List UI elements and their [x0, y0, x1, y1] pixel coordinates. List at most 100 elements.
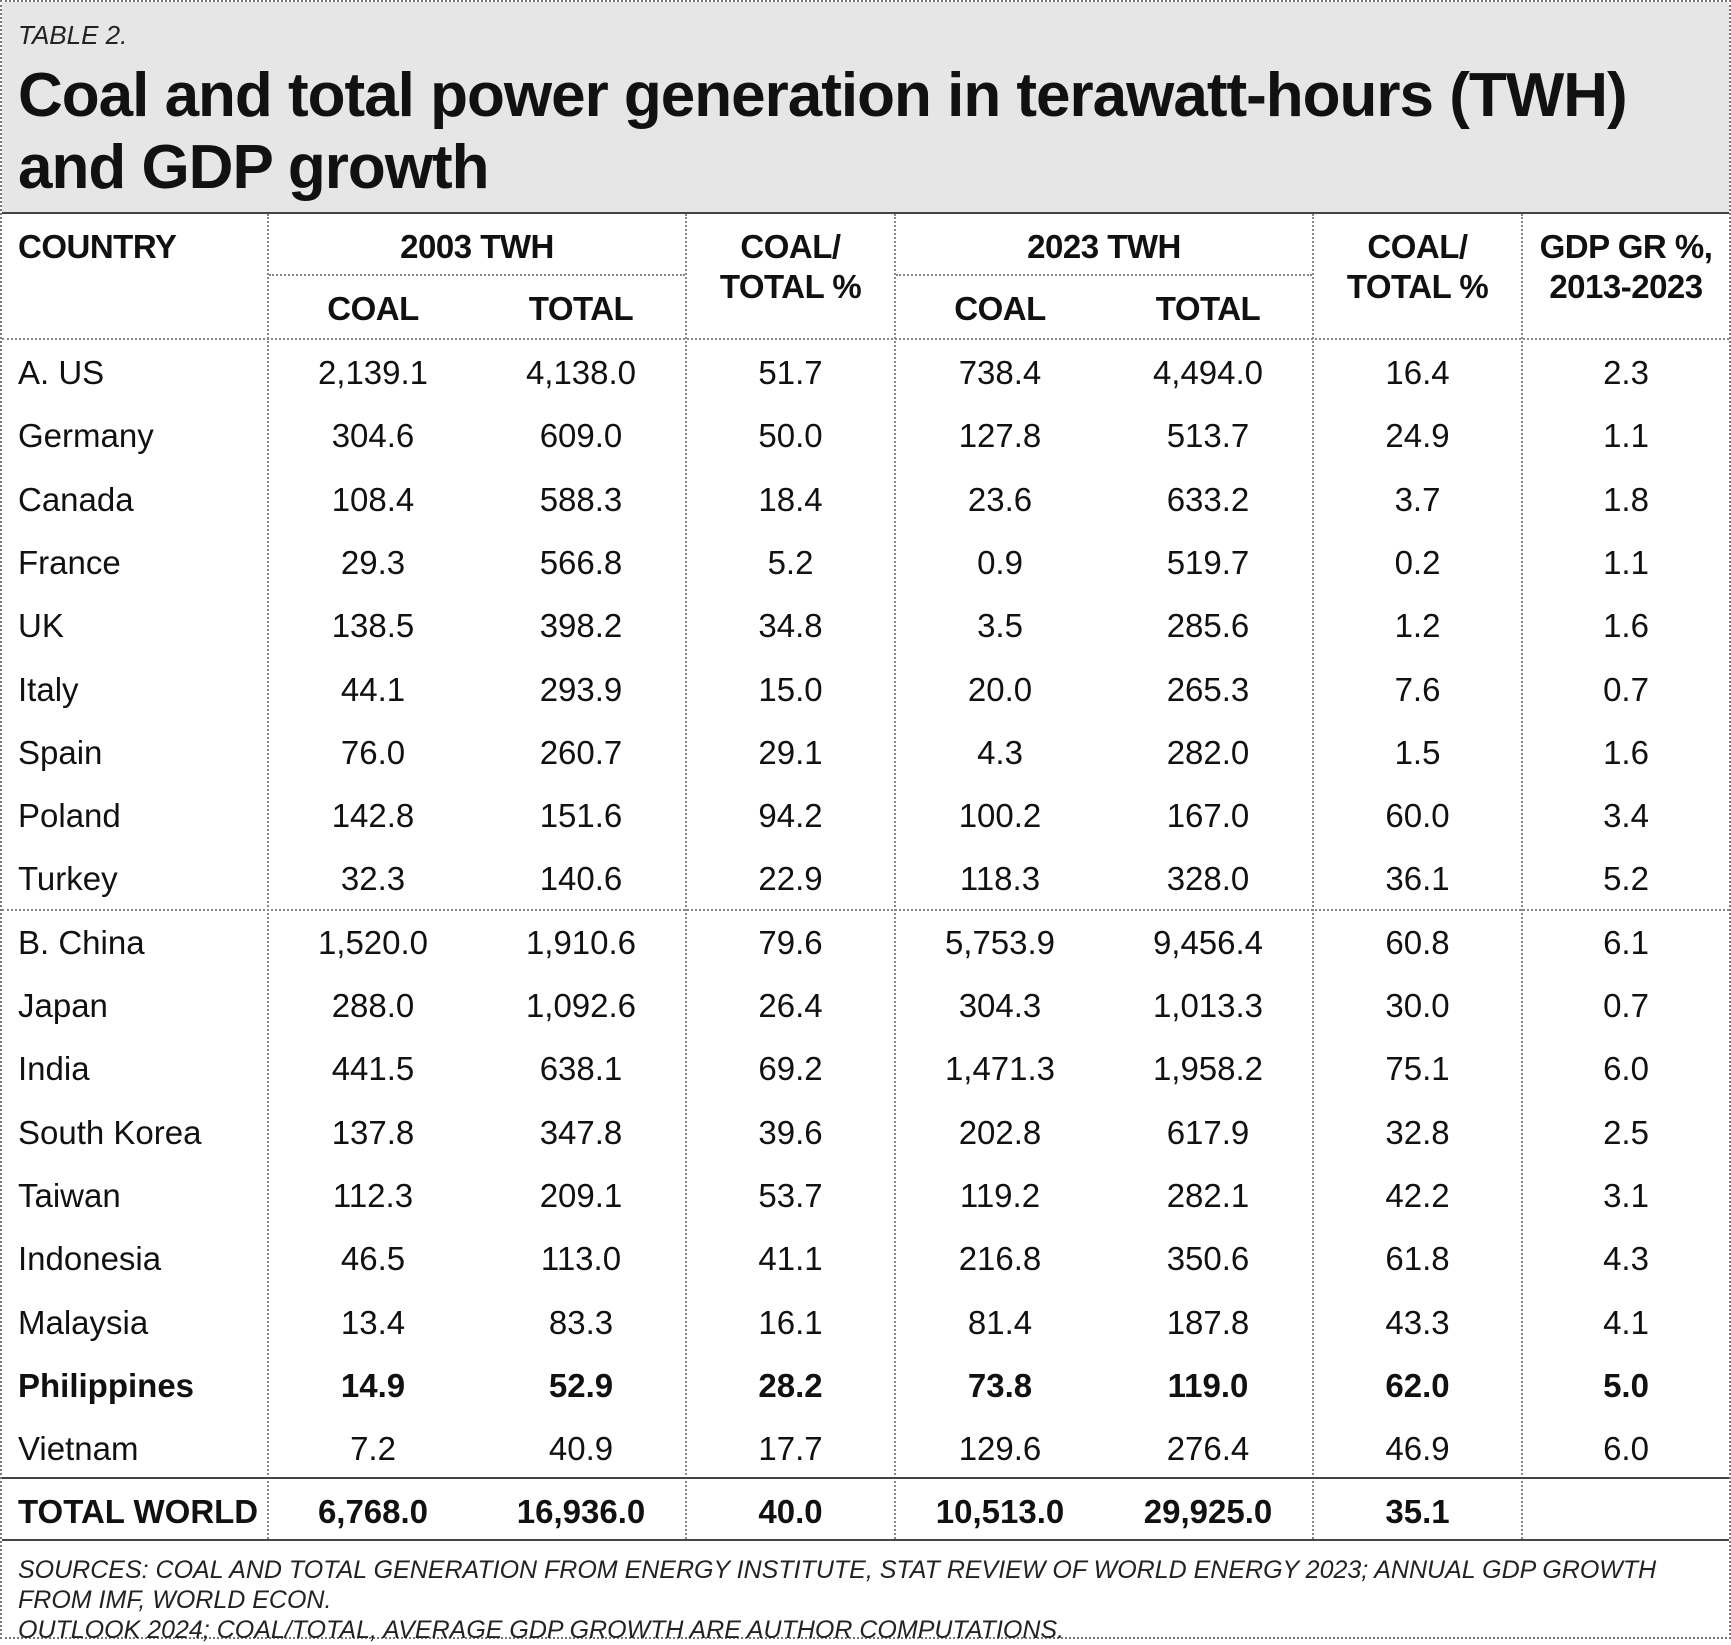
header-country: COUNTRY [18, 228, 177, 265]
cell-total-2003: 4,138.0 [525, 354, 637, 391]
cell-coal-2023: 0.9 [977, 543, 1023, 581]
cell-total-2003: 260.7 [539, 733, 623, 771]
cell-total-2003: 151.6 [539, 797, 623, 835]
cell-total-2023: 9,456.4 [1152, 923, 1264, 961]
cell-coal-2003: 6,768.0 [317, 1493, 429, 1531]
cell-ratio-2023: 43.3 [1385, 1303, 1450, 1341]
cell-coal-2023: 304.3 [958, 987, 1042, 1024]
cell-coal-2023: 20.0 [967, 670, 1033, 708]
header-2003-total: TOTAL [528, 290, 634, 327]
cell-coal-2003: 7.2 [350, 1430, 396, 1468]
cell-gdp-growth: 6.1 [1603, 923, 1649, 961]
cell-coal-2003: 29.3 [340, 543, 406, 581]
header-rule [2, 212, 1729, 214]
header-2023-twh: 2023 TWH [1027, 228, 1181, 265]
header-2023-coal: COAL [954, 290, 1046, 327]
cell-ratio-2003: 69.2 [758, 1050, 823, 1088]
footer-line-2: OUTLOOK 2024; COAL/TOTAL, AVERAGE GDP GR… [18, 1616, 1065, 1644]
header-gdp-line-1: GDP GR %, [1539, 228, 1713, 265]
cell-ratio-2023: 60.0 [1385, 797, 1450, 835]
cell-coal-2023: 73.8 [967, 1366, 1033, 1404]
cell-country: Turkey [18, 860, 118, 898]
cell-total-2003: 83.3 [548, 1303, 614, 1341]
cell-gdp-growth: 6.0 [1603, 1050, 1649, 1088]
table-row: Turkey 32.3 140.6 22.9 118.3 328.0 36.1 5.2 [0, 847, 1731, 910]
cell-coal-2003: 13.4 [340, 1303, 406, 1341]
divider-after-ratio-2023 [1521, 214, 1523, 1539]
table-header-band [2, 2, 1729, 212]
cell-total-2003: 638.1 [539, 1050, 623, 1088]
cell-country: India [18, 1050, 90, 1088]
group-underline-2023 [896, 274, 1312, 276]
cell-total-2003: 16,936.0 [516, 1493, 646, 1531]
cell-total-2023: 167.0 [1166, 797, 1250, 835]
table-row: Spain 76.0 260.7 29.1 4.3 282.0 1.5 1.6 [0, 721, 1731, 784]
cell-ratio-2003: 53.7 [758, 1176, 823, 1214]
cell-gdp-growth: 4.3 [1603, 1240, 1649, 1278]
cell-ratio-2003: 94.2 [758, 797, 823, 835]
cell-country: Germany [18, 417, 154, 455]
cell-coal-2003: 76.0 [340, 733, 406, 771]
cell-country: Japan [18, 987, 108, 1024]
header-2003-twh: 2003 TWH [400, 228, 554, 265]
cell-gdp-growth: 0.7 [1603, 670, 1649, 708]
table-row: UK 138.5 398.2 34.8 3.5 285.6 1.2 1.6 [0, 594, 1731, 657]
cell-ratio-2023: 75.1 [1385, 1050, 1450, 1088]
cell-country: Canada [18, 480, 134, 518]
cell-total-2003: 566.8 [539, 543, 623, 581]
header-2023-ratio: COAL/ TOTAL % [1314, 227, 1521, 307]
footer-line-1: SOURCES: COAL AND TOTAL GENERATION FROM … [18, 1556, 1657, 1614]
header-bottom-rule [2, 338, 1729, 340]
cell-ratio-2023: 60.8 [1385, 923, 1450, 961]
cell-ratio-2003: 17.7 [758, 1430, 823, 1468]
cell-country: UK [18, 607, 64, 645]
cell-coal-2023: 127.8 [958, 417, 1042, 455]
cell-ratio-2003: 40.0 [758, 1493, 823, 1531]
header-gdp-line-2: 2013-2023 [1549, 268, 1703, 305]
cell-country: TOTAL WORLD [18, 1493, 259, 1531]
cell-total-2023: 1,013.3 [1152, 987, 1264, 1024]
cell-country: Malaysia [18, 1303, 149, 1341]
cell-total-2003: 113.0 [540, 1240, 622, 1278]
cell-country: South Korea [18, 1113, 202, 1151]
cell-country: Taiwan [18, 1176, 121, 1214]
table-row: Italy 44.1 293.9 15.0 20.0 265.3 7.6 0.7 [0, 658, 1731, 721]
total-row-bottom-rule [2, 1539, 1729, 1541]
group-a-b-separator [2, 909, 1729, 911]
divider-after-2023 [1312, 214, 1314, 1539]
cell-total-2003: 293.9 [539, 670, 623, 708]
table-row: Germany 304.6 609.0 50.0 127.8 513.7 24.9 1.1 [0, 404, 1731, 467]
cell-total-2023: 265.3 [1166, 670, 1250, 708]
cell-ratio-2023: 42.2 [1385, 1176, 1450, 1214]
cell-ratio-2003: 34.8 [758, 607, 823, 645]
cell-coal-2003: 1,520.0 [317, 923, 429, 961]
cell-country: Vietnam [18, 1430, 139, 1468]
group-underline-2003 [269, 274, 685, 276]
cell-total-2003: 1,910.6 [525, 923, 637, 961]
cell-total-2003: 40.9 [548, 1430, 614, 1468]
cell-coal-2023: 1,471.3 [944, 1050, 1056, 1088]
cell-coal-2003: 142.8 [331, 797, 415, 835]
cell-gdp-growth: 1.6 [1603, 607, 1649, 645]
cell-gdp-growth: 6.0 [1603, 1430, 1649, 1468]
cell-ratio-2003: 41.1 [758, 1240, 823, 1278]
cell-country: B. China [18, 923, 145, 961]
cell-total-2023: 282.1 [1166, 1176, 1250, 1214]
cell-gdp-growth: 1.6 [1603, 733, 1649, 771]
cell-ratio-2003: 18.4 [758, 480, 823, 518]
cell-total-2003: 588.3 [539, 480, 623, 518]
table-row: Japan 288.0 1,092.6 26.4 304.3 1,013.3 30.0 0.7 [0, 974, 1731, 1037]
table-row: Philippines 14.9 52.9 28.2 73.8 119.0 62.0 5.0 [0, 1354, 1731, 1417]
cell-coal-2023: 23.6 [967, 480, 1033, 518]
total-row-top-rule [2, 1477, 1729, 1479]
cell-ratio-2023: 7.6 [1394, 670, 1441, 708]
cell-country: Italy [18, 670, 79, 708]
table-row: India 441.5 638.1 69.2 1,471.3 1,958.2 75.1 6.0 [0, 1037, 1731, 1100]
cell-coal-2003: 288.0 [331, 987, 415, 1024]
cell-coal-2003: 137.8 [331, 1113, 415, 1151]
cell-ratio-2023: 1.5 [1394, 733, 1441, 771]
cell-ratio-2023: 16.4 [1385, 354, 1450, 391]
cell-ratio-2023: 35.1 [1385, 1493, 1450, 1531]
cell-ratio-2003: 39.6 [758, 1113, 823, 1151]
